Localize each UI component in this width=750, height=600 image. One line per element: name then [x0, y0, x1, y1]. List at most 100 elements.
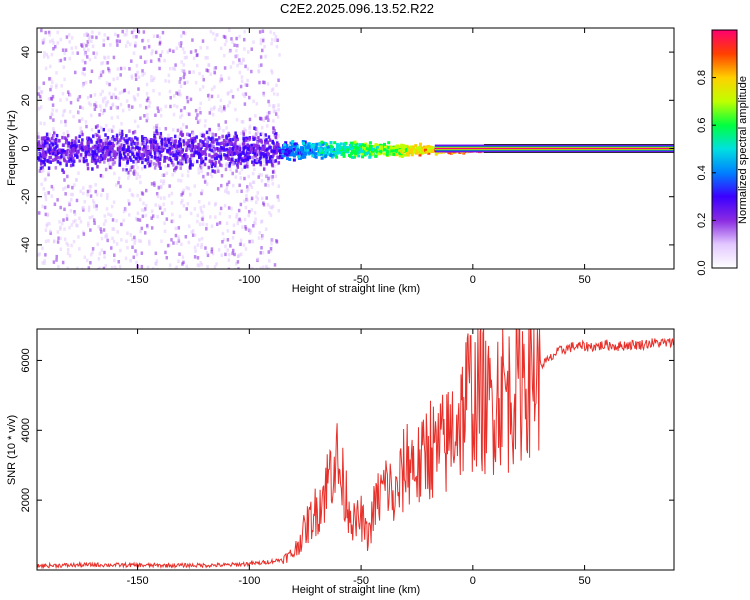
heatmap-cell: [150, 78, 153, 83]
heatmap-cell: [95, 207, 98, 211]
heatmap-cell: [379, 143, 383, 147]
heatmap-cell: [75, 198, 79, 203]
heatmap-cell: [69, 149, 72, 153]
heatmap-cell: [152, 142, 155, 147]
heatmap-cell: [368, 144, 372, 148]
heatmap-cell: [204, 142, 207, 147]
heatmap-cell: [201, 210, 204, 215]
heatmap-cell: [213, 149, 217, 154]
heatmap-cell: [120, 143, 123, 147]
heatmap-cell: [425, 150, 429, 154]
heatmap-cell: [138, 175, 142, 179]
heatmap-cell: [331, 153, 335, 157]
heatmap-cell: [319, 149, 323, 153]
heatmap-cell: [56, 240, 60, 244]
heatmap-cell: [125, 170, 129, 175]
heatmap-cell: [255, 160, 259, 165]
heatmap-cell: [247, 174, 250, 179]
heatmap-cell: [278, 149, 282, 153]
heatmap-cell: [140, 153, 144, 157]
heatmap-cell: [261, 233, 265, 238]
heatmap-cell: [253, 151, 257, 156]
heatmap-cell: [38, 94, 42, 99]
heatmap-cell: [158, 164, 161, 168]
heatmap-cell: [143, 60, 147, 64]
heatmap-cell: [211, 251, 215, 256]
heatmap-cell: [277, 78, 280, 83]
heatmap-cell: [67, 150, 70, 155]
heatmap-cell: [94, 145, 97, 150]
heatmap-cell: [242, 146, 245, 150]
heatmap-cell: [81, 117, 84, 121]
heatmap-cell: [130, 30, 134, 35]
heatmap-cell: [255, 267, 259, 269]
heatmap-cell: [112, 239, 116, 244]
heatmap-cell: [227, 91, 230, 95]
heatmap-cell: [76, 266, 79, 269]
heatmap-cell: [89, 94, 93, 98]
heatmap-cell: [216, 166, 219, 170]
heatmap-cell: [45, 222, 49, 226]
heatmap-cell: [83, 159, 86, 164]
heatmap-cell: [134, 238, 137, 243]
heatmap-cell: [132, 148, 135, 153]
heatmap-cell: [335, 142, 339, 146]
heatmap-cell: [44, 228, 48, 232]
heatmap-cell: [59, 236, 62, 241]
heatmap-cell: [269, 213, 273, 217]
heatmap-cell: [159, 185, 163, 189]
heatmap-cell: [185, 157, 188, 162]
heatmap-cell: [277, 103, 280, 107]
heatmap-cell: [183, 56, 187, 60]
heatmap-cell: [113, 155, 117, 160]
heatmap-cell: [363, 148, 367, 152]
heatmap-cell: [387, 141, 391, 145]
heatmap-cell: [204, 56, 207, 60]
heatmap-cell: [226, 248, 229, 252]
heatmap-cell: [223, 108, 226, 113]
heatmap-cell: [268, 110, 271, 115]
heatmap-cell: [211, 136, 214, 140]
heatmap-cell: [108, 152, 111, 156]
heatmap-cell: [194, 152, 198, 157]
heatmap-cell: [208, 130, 212, 135]
heatmap-cell: [221, 231, 225, 236]
heatmap-cell: [152, 125, 156, 130]
heatmap-cell: [64, 48, 68, 52]
heatmap-cell: [252, 137, 255, 142]
heatmap-cell: [205, 227, 208, 231]
heatmap-cell: [43, 261, 46, 265]
heatmap-cell: [262, 93, 266, 97]
heatmap-cell: [101, 97, 105, 101]
heatmap-cell: [231, 251, 234, 256]
heatmap-cell: [174, 145, 178, 149]
heatmap-cell: [89, 138, 93, 142]
heatmap-cell: [98, 113, 101, 117]
heatmap-cell: [93, 93, 97, 97]
heatmap-cell: [85, 158, 88, 163]
heatmap-cell: [52, 187, 55, 191]
heatmap-cell: [170, 191, 174, 196]
heatmap-cell: [167, 79, 171, 84]
heatmap-cell: [150, 216, 153, 220]
heatmap-cell: [146, 155, 149, 159]
heatmap-cell: [117, 180, 120, 185]
spectrogram-xtick-label: -150: [127, 274, 149, 286]
heatmap-cell: [277, 161, 281, 165]
heatmap-cell: [270, 159, 273, 164]
heatmap-cell: [90, 39, 93, 43]
heatmap-cell: [125, 134, 128, 138]
heatmap-cell: [227, 191, 230, 195]
heatmap-cell: [65, 97, 69, 102]
heatmap-cell: [104, 219, 107, 223]
heatmap-cell: [126, 148, 130, 152]
heatmap-cell: [199, 139, 202, 143]
heatmap-cell: [164, 104, 168, 109]
heatmap-cell: [172, 144, 176, 148]
heatmap-cell: [303, 140, 307, 144]
heatmap-cell: [236, 137, 239, 142]
heatmap-cell: [243, 30, 246, 34]
heatmap-cell: [144, 145, 148, 150]
heatmap-cell: [168, 150, 172, 154]
heatmap-cell: [143, 46, 146, 50]
